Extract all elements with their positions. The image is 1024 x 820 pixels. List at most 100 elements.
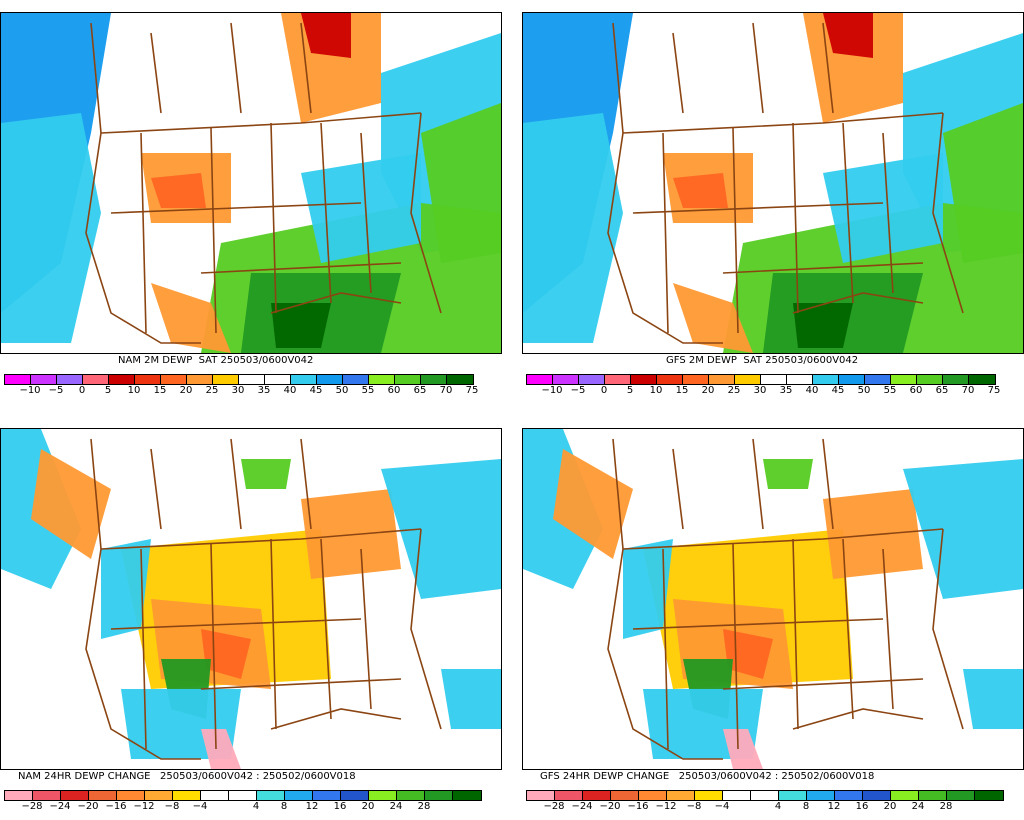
colorbar-tick-label: 0 xyxy=(600,385,608,396)
colorbar-tick-label: 28 xyxy=(939,801,953,812)
colorbar-tick-label: −16 xyxy=(105,801,127,812)
colorbar-swatch xyxy=(835,791,863,800)
field-region xyxy=(823,13,873,58)
colorbar-swatch xyxy=(839,375,865,384)
colorbar-swatch xyxy=(421,375,447,384)
field-region xyxy=(381,459,501,599)
political-border xyxy=(792,292,924,314)
colorbar-swatch xyxy=(579,375,605,384)
colorbar-tick-label: −5 xyxy=(570,385,586,396)
field-region xyxy=(793,303,853,348)
political-border xyxy=(270,538,277,730)
colorbar-swatch xyxy=(369,791,397,800)
political-border xyxy=(230,438,242,530)
colorbar-swatch xyxy=(891,375,917,384)
colorbar-tick-label: 4 xyxy=(774,801,782,812)
colorbar-tick-label: −8 xyxy=(164,801,180,812)
political-border xyxy=(210,543,217,750)
political-border xyxy=(150,448,162,530)
colorbar-swatch xyxy=(969,375,995,384)
field-region xyxy=(723,729,763,769)
colorbar-swatch xyxy=(5,791,33,800)
political-border xyxy=(842,538,854,720)
political-border xyxy=(752,22,764,114)
colorbar-swatch xyxy=(657,375,683,384)
political-border xyxy=(230,22,242,114)
colorbar-tick-label: 20 xyxy=(179,385,193,396)
colorbar-tick-label: 20 xyxy=(361,801,375,812)
political-border xyxy=(752,438,764,530)
colorbar-swatch xyxy=(229,791,257,800)
political-border xyxy=(622,528,944,550)
political-border xyxy=(320,538,332,720)
colorbar-tick-label: 55 xyxy=(361,385,375,396)
colorbar-tick-label: −10 xyxy=(541,385,563,396)
colorbar-swatch xyxy=(109,375,135,384)
field-region xyxy=(301,489,401,579)
field-region xyxy=(301,13,351,58)
weather-map xyxy=(1,429,501,769)
colorbar-tick-label: 10 xyxy=(649,385,663,396)
colorbar-tick-label: 4 xyxy=(252,801,260,812)
map-plot-area xyxy=(0,428,502,770)
colorbar-tick-label: 65 xyxy=(413,385,427,396)
field-region xyxy=(101,539,151,639)
colorbar-tick-label: 40 xyxy=(805,385,819,396)
colorbar-swatch xyxy=(201,791,229,800)
colorbar-tick-label: 45 xyxy=(309,385,323,396)
political-border xyxy=(732,543,739,750)
political-border xyxy=(410,112,442,314)
field-region xyxy=(553,449,633,559)
colorbar-swatch xyxy=(161,375,187,384)
colorbar-tick-label: 8 xyxy=(280,801,288,812)
colorbar-swatch xyxy=(919,791,947,800)
colorbar-swatch xyxy=(453,791,481,800)
colorbar-swatch xyxy=(213,375,239,384)
map-plot-area xyxy=(522,12,1024,354)
political-border xyxy=(607,438,723,760)
colorbar-tick-label: 20 xyxy=(883,801,897,812)
colorbar-tick-label: −5 xyxy=(48,385,64,396)
colorbar-tick-label: 12 xyxy=(305,801,319,812)
political-border xyxy=(607,22,723,344)
colorbar-swatch xyxy=(89,791,117,800)
colorbar-swatch xyxy=(813,375,839,384)
colorbar-tick-label: 25 xyxy=(727,385,741,396)
colorbar-tick-label: 8 xyxy=(802,801,810,812)
political-border xyxy=(210,127,217,334)
colorbar-tick-label: 25 xyxy=(205,385,219,396)
map-panel-gfs-change: GFS 24HR DEWP CHANGE 250503/0600V042 : 2… xyxy=(522,416,1024,820)
colorbar-swatch xyxy=(265,375,291,384)
political-border xyxy=(932,112,964,314)
political-border xyxy=(792,538,799,730)
colorbar-tick-label: 15 xyxy=(153,385,167,396)
colorbar-swatch xyxy=(667,791,695,800)
field-region xyxy=(31,449,111,559)
political-border xyxy=(100,112,422,134)
map-plot-area xyxy=(522,428,1024,770)
colorbar-swatch xyxy=(117,791,145,800)
colorbar-swatch xyxy=(865,375,891,384)
colorbar-tick-label: −12 xyxy=(133,801,155,812)
colorbar-swatch xyxy=(31,375,57,384)
field-region xyxy=(963,669,1023,729)
field-region xyxy=(271,303,331,348)
colorbar xyxy=(4,374,474,385)
political-border xyxy=(722,262,924,274)
map-panel-nam-change: NAM 24HR DEWP CHANGE 250503/0600V042 : 2… xyxy=(0,416,502,820)
colorbar-tick-label: −28 xyxy=(21,801,43,812)
colorbar-tick-label: −12 xyxy=(655,801,677,812)
field-region xyxy=(903,459,1023,599)
colorbar-tick-label: 35 xyxy=(779,385,793,396)
colorbar-tick-label: 45 xyxy=(831,385,845,396)
political-border xyxy=(270,292,402,314)
political-border xyxy=(360,548,372,710)
political-border xyxy=(722,678,924,690)
colorbar-tick-label: 28 xyxy=(417,801,431,812)
colorbar-swatch xyxy=(975,791,1003,800)
political-border xyxy=(100,528,422,550)
map-caption: NAM 2M DEWP SAT 250503/0600V042 xyxy=(118,355,314,366)
colorbar-tick-label: 40 xyxy=(283,385,297,396)
political-border xyxy=(270,708,402,730)
colorbar-swatch xyxy=(257,791,285,800)
